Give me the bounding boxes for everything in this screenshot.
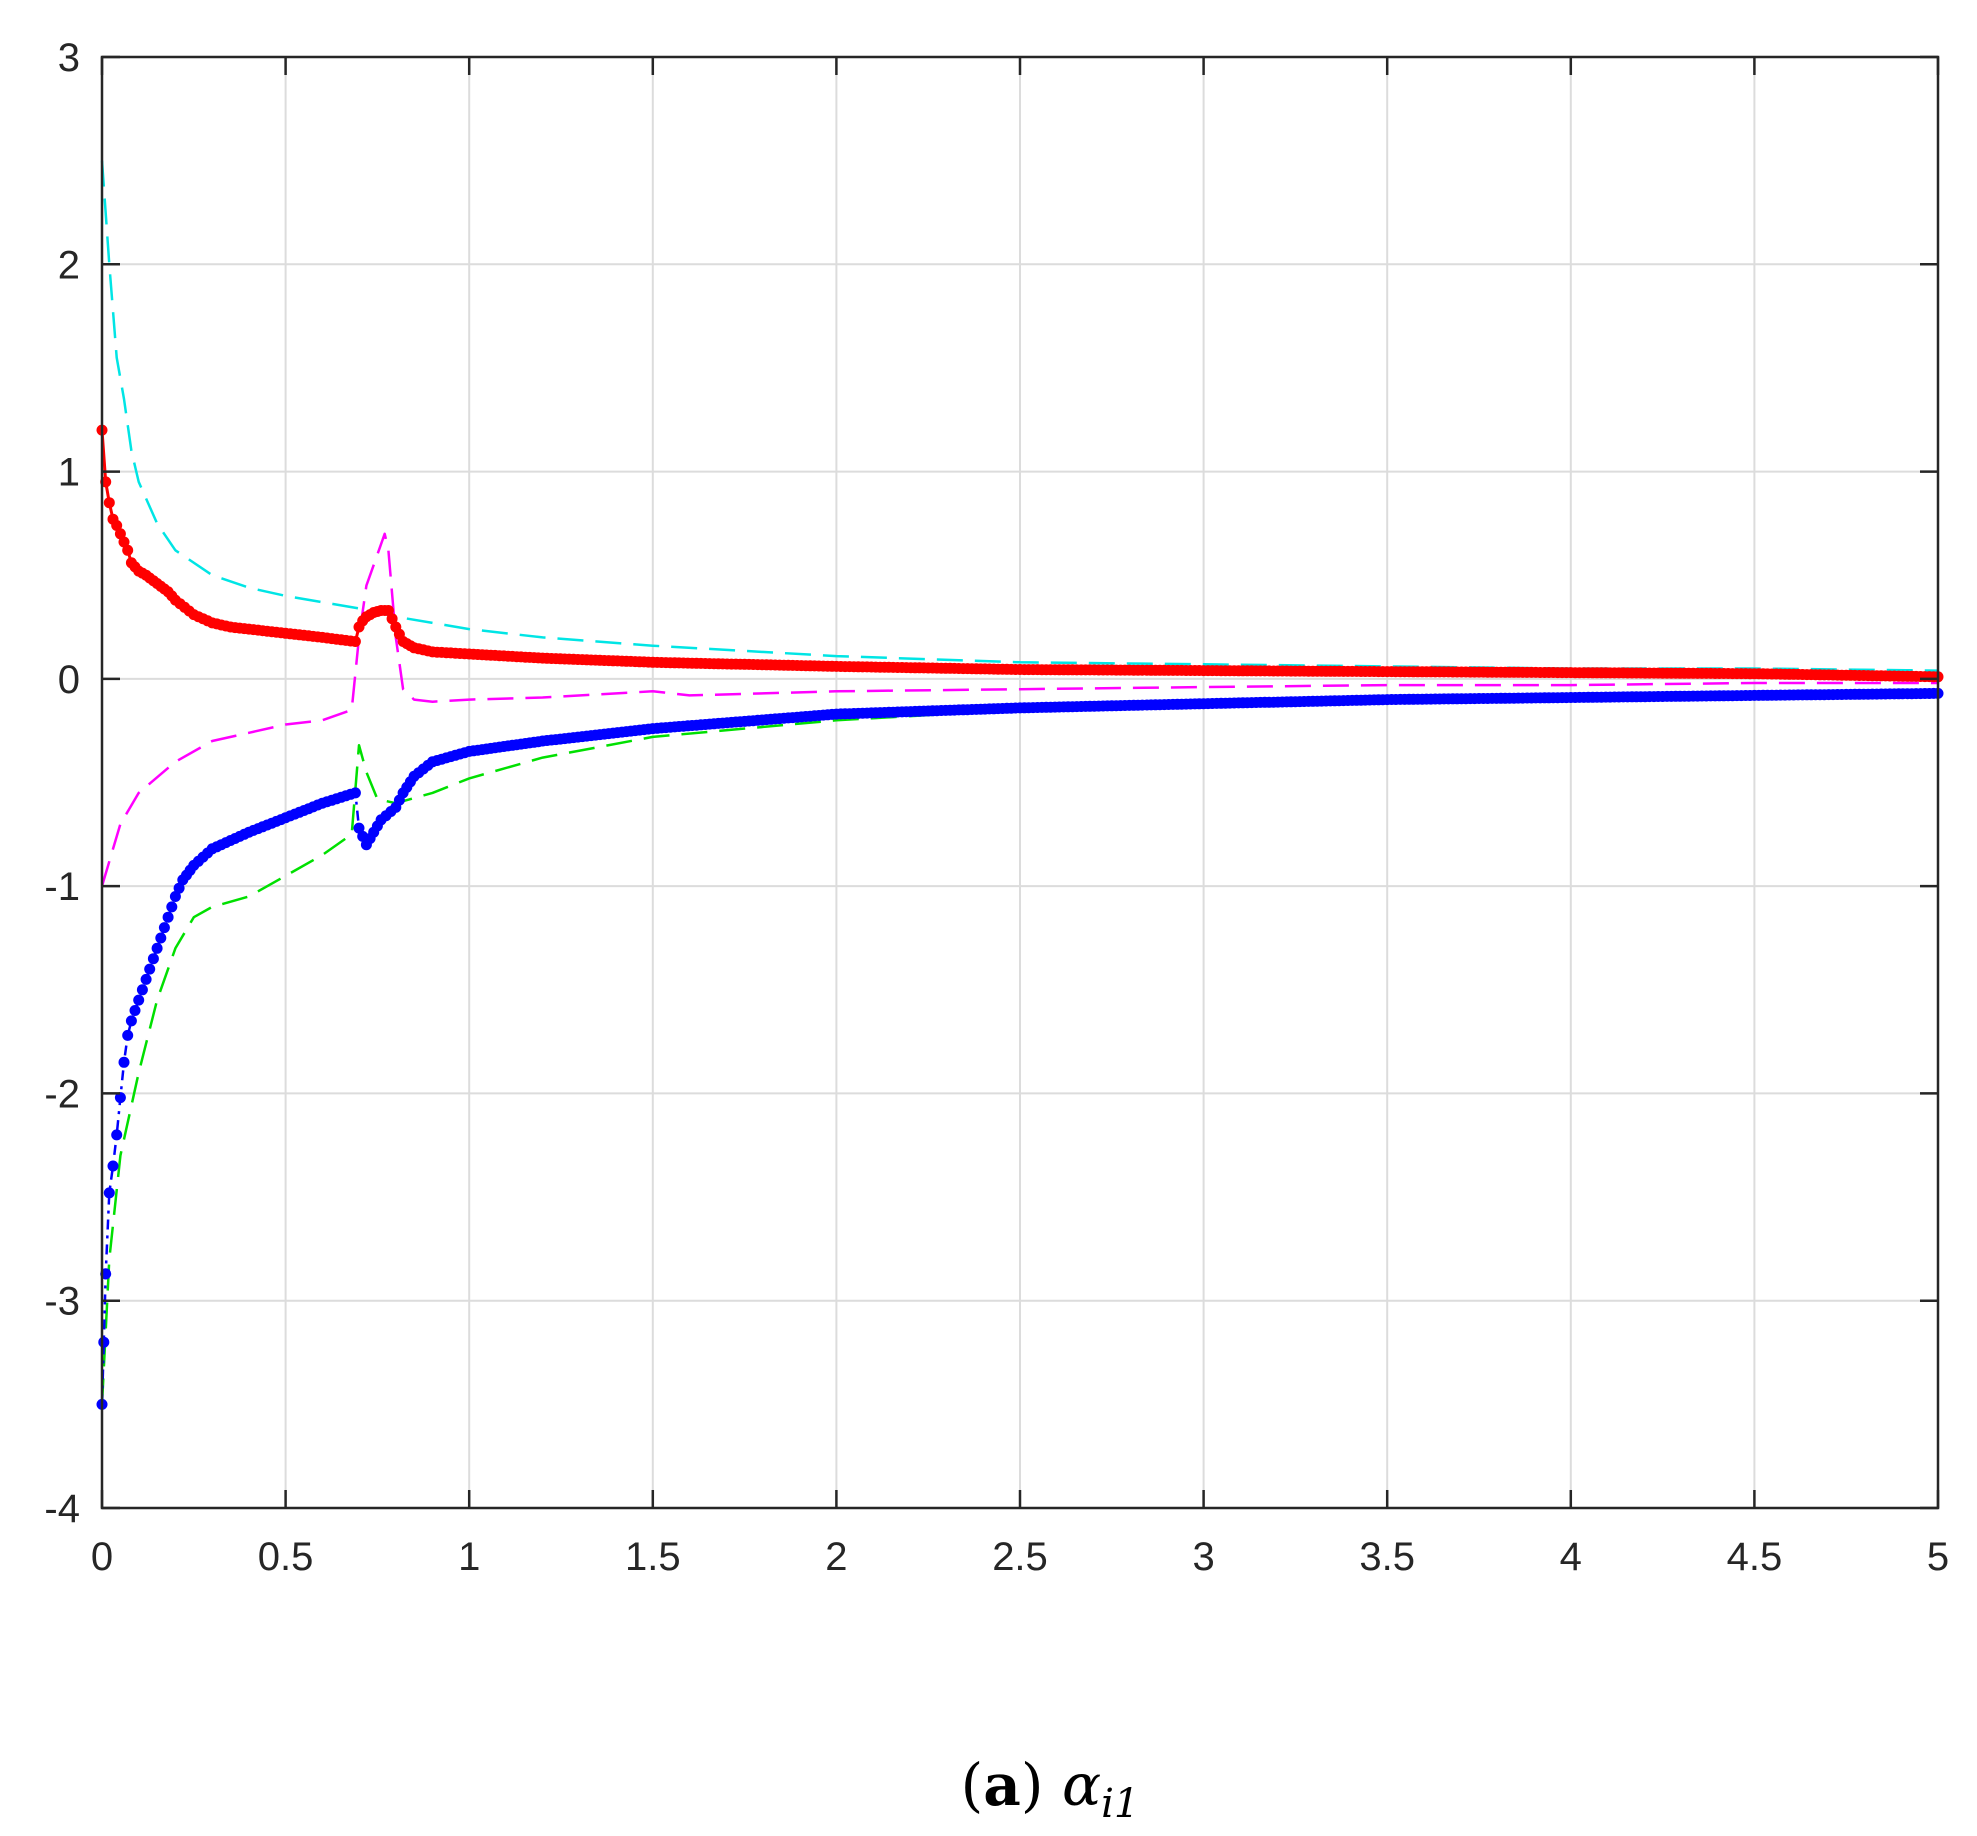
series-4-point — [136, 984, 148, 996]
x-tick-label: 4 — [1560, 1535, 1582, 1579]
figure-caption: (a) αi1 — [961, 1751, 1140, 1827]
series-4-point — [140, 973, 152, 985]
x-tick-label: 3 — [1192, 1535, 1214, 1579]
series-4-point — [353, 822, 365, 834]
x-tick-label: 3.5 — [1359, 1535, 1415, 1579]
series-4-point — [162, 911, 174, 923]
series-4-point — [103, 1187, 115, 1199]
series-3-point — [349, 636, 361, 647]
series-4-point — [169, 891, 181, 902]
y-tick-label: 1 — [58, 451, 80, 495]
series-4-point — [114, 1092, 126, 1104]
y-tick-label: -4 — [44, 1487, 80, 1531]
series-4-point — [144, 963, 156, 975]
y-tick-label: 0 — [58, 658, 80, 702]
x-tick-label: 2 — [825, 1535, 847, 1579]
caption-open-paren: ( — [961, 1751, 984, 1819]
series-4-point — [118, 1056, 130, 1068]
series-3-point — [382, 605, 394, 616]
x-tick-label: 2.5 — [992, 1535, 1048, 1579]
series-4-point — [155, 932, 167, 944]
series-4-point — [133, 994, 145, 1006]
axis-ticks — [100, 55, 1940, 1510]
y-tick-label: -3 — [44, 1280, 80, 1324]
series-3-point — [386, 613, 398, 625]
series-4-point — [111, 1129, 123, 1141]
x-tick-label: 5 — [1927, 1535, 1949, 1579]
series-4-point — [98, 1336, 110, 1348]
x-tick-label: 1.5 — [625, 1535, 681, 1579]
caption-symbol: α — [1062, 1751, 1101, 1819]
series-0 — [100, 160, 1939, 672]
y-tick-label: -2 — [44, 1072, 80, 1116]
x-tick-label: 1 — [458, 1535, 480, 1579]
caption-label: a — [983, 1751, 1021, 1819]
series-3-point — [114, 528, 126, 540]
y-tick-label: 2 — [58, 243, 80, 287]
x-tick-label: 4.5 — [1727, 1535, 1783, 1579]
series-3 — [96, 424, 1944, 683]
series-3-point — [122, 544, 134, 556]
series-4-point — [349, 787, 361, 799]
series-4-point — [122, 1029, 134, 1041]
series-3-point — [118, 536, 130, 548]
x-tick-label: 0 — [91, 1535, 113, 1579]
y-tick-label: 3 — [58, 36, 80, 80]
caption-subscript: i1 — [1101, 1781, 1139, 1827]
series-3-point — [111, 520, 123, 531]
series-layer — [96, 160, 1944, 1410]
series-4-point — [107, 1160, 119, 1172]
series-0-line — [100, 160, 1939, 672]
y-tick-labels: 3 2 1 0 -1 -2 -3 -4 — [44, 36, 80, 1531]
series-4-point — [125, 1015, 137, 1027]
series-4 — [96, 687, 1944, 1410]
x-tick-label: 0.5 — [258, 1535, 314, 1579]
x-tick-labels: 0 0.5 1 1.5 2 2.5 3 3.5 4 4.5 5 — [91, 1535, 1949, 1579]
series-4-point — [158, 922, 170, 934]
series-4-point — [129, 1005, 141, 1016]
series-4-point — [151, 942, 163, 954]
series-3-point — [103, 497, 115, 509]
caption-close-paren: ) — [1021, 1751, 1062, 1819]
series-4-point — [173, 882, 185, 894]
series-4-point — [147, 953, 159, 965]
series-4-point — [166, 901, 178, 913]
y-tick-label: -1 — [44, 865, 80, 909]
